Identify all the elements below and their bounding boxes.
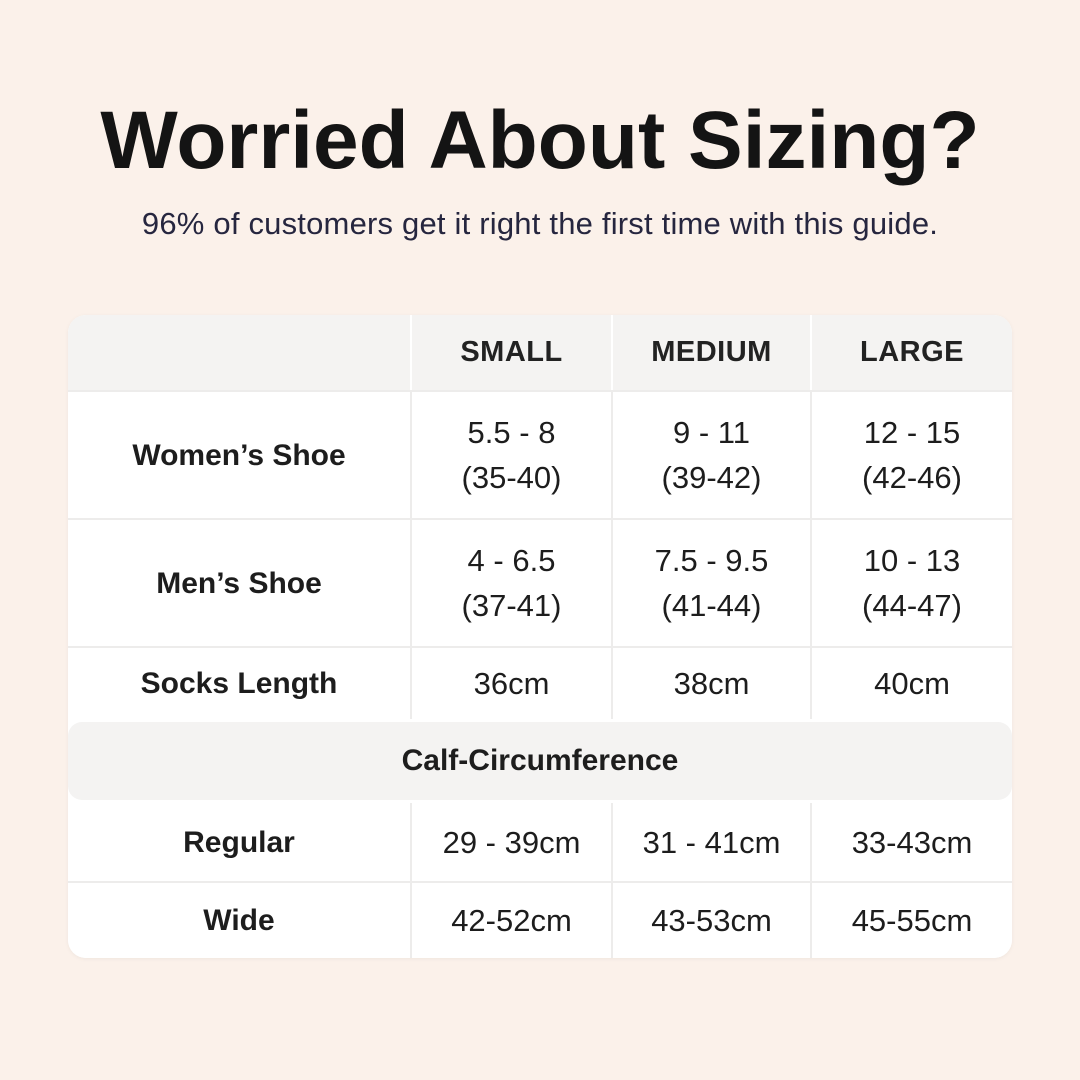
cell-mens-large: 10 - 13 (44-47) <box>810 520 1012 646</box>
column-header-small: SMALL <box>410 315 611 390</box>
row-label-regular: Regular <box>183 825 295 859</box>
row-label-womens-shoe: Women’s Shoe <box>132 438 346 472</box>
cell-value: 36cm <box>473 666 550 701</box>
cell-value: 12 - 15 <box>863 415 961 450</box>
section-header-calf-circumference: Calf-Circumference <box>68 722 1012 800</box>
sizing-table: SMALL MEDIUM LARGE Women’s Shoe 5.5 - 8 … <box>68 315 1012 958</box>
cell-value-secondary: (42-46) <box>862 460 962 495</box>
column-header-medium: MEDIUM <box>611 315 810 390</box>
cell-socks-medium: 38cm <box>611 648 810 719</box>
cell-womens-large: 12 - 15 (42-46) <box>810 392 1012 518</box>
row-label-mens-shoe: Men’s Shoe <box>156 566 322 600</box>
cell-value: 42-52cm <box>451 903 572 938</box>
cell-regular-large: 33-43cm <box>810 803 1012 881</box>
cell-value: 10 - 13 <box>863 543 961 578</box>
cell-value-secondary: (44-47) <box>862 588 962 623</box>
table-header-row: SMALL MEDIUM LARGE <box>68 315 1012 390</box>
cell-value: 4 - 6.5 <box>467 543 556 578</box>
cell-value: 43-53cm <box>651 903 772 938</box>
table-row-mens-shoe: Men’s Shoe 4 - 6.5 (37-41) 7.5 - 9.5 (41… <box>68 518 1012 646</box>
cell-socks-large: 40cm <box>810 648 1012 719</box>
cell-value-secondary: (39-42) <box>661 460 762 495</box>
row-label-wide: Wide <box>203 904 275 937</box>
cell-value-secondary: (37-41) <box>461 588 562 623</box>
table-row-socks-length: Socks Length 36cm 38cm 40cm <box>68 646 1012 719</box>
cell-value-secondary: (35-40) <box>461 460 562 495</box>
row-label-socks-length: Socks Length <box>140 667 338 700</box>
cell-mens-medium: 7.5 - 9.5 (41-44) <box>611 520 810 646</box>
cell-value: 45-55cm <box>851 903 973 938</box>
cell-socks-small: 36cm <box>410 648 611 719</box>
cell-value: 29 - 39cm <box>442 824 581 860</box>
cell-wide-large: 45-55cm <box>810 883 1012 958</box>
table-row-wide: Wide 42-52cm 43-53cm 45-55cm <box>68 881 1012 958</box>
cell-value: 38cm <box>673 666 750 701</box>
table-row-womens-shoe: Women’s Shoe 5.5 - 8 (35-40) 9 - 11 (39-… <box>68 390 1012 518</box>
column-header-large: LARGE <box>810 315 1012 390</box>
corner-cell <box>68 315 410 390</box>
cell-value: 5.5 - 8 <box>467 415 556 450</box>
table-row-regular: Regular 29 - 39cm 31 - 41cm 33-43cm <box>68 803 1012 881</box>
page-title: Worried About Sizing? <box>100 95 980 186</box>
cell-wide-medium: 43-53cm <box>611 883 810 958</box>
cell-wide-small: 42-52cm <box>410 883 611 958</box>
cell-regular-small: 29 - 39cm <box>410 803 611 881</box>
cell-regular-medium: 31 - 41cm <box>611 803 810 881</box>
page-subtitle: 96% of customers get it right the first … <box>141 206 939 241</box>
cell-value-secondary: (41-44) <box>661 588 762 623</box>
cell-value: 9 - 11 <box>673 415 750 450</box>
cell-value: 33-43cm <box>851 824 973 860</box>
cell-value: 31 - 41cm <box>642 824 781 860</box>
cell-womens-small: 5.5 - 8 (35-40) <box>410 392 611 518</box>
cell-value: 40cm <box>874 666 950 701</box>
cell-womens-medium: 9 - 11 (39-42) <box>611 392 810 518</box>
cell-value: 7.5 - 9.5 <box>654 543 769 578</box>
cell-mens-small: 4 - 6.5 (37-41) <box>410 520 611 646</box>
